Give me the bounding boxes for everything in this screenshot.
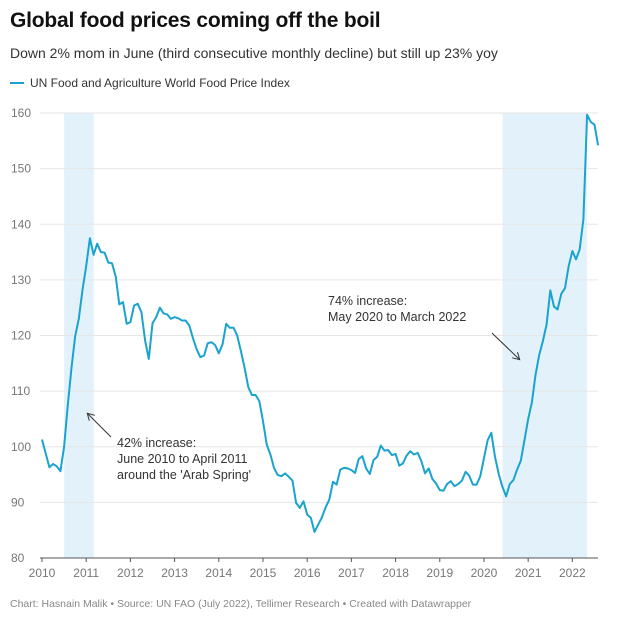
annotation-1-line: around the 'Arab Spring' <box>117 468 251 482</box>
x-tick-label: 2012 <box>117 566 144 580</box>
y-tick-label: 110 <box>11 384 30 398</box>
x-tick-label: 2016 <box>294 566 321 580</box>
x-tick-label: 2021 <box>515 566 542 580</box>
x-tick-label: 2010 <box>29 566 56 580</box>
x-tick-label: 2013 <box>161 566 188 580</box>
x-tick-label: 2014 <box>205 566 232 580</box>
legend: UN Food and Agriculture World Food Price… <box>10 76 290 90</box>
y-tick-label: 90 <box>11 495 25 509</box>
annotation-2-arrow <box>491 332 519 359</box>
annotations: 42% increase: June 2010 to April 2011 arou… <box>88 294 519 482</box>
annotation-1-line: 42% increase: <box>117 436 196 450</box>
annotation-2-line: 74% increase: <box>328 294 407 308</box>
series-layer <box>41 113 600 533</box>
x-axis-ticks: 2010 2011 2012 2013 2014 2015 2016 2017 2018 2019… <box>29 558 586 580</box>
series-line-0 <box>41 113 600 533</box>
y-tick-label: 120 <box>11 329 31 343</box>
x-tick-label: 2019 <box>426 566 453 580</box>
x-tick-label: 2015 <box>250 566 277 580</box>
annotation-1-line: June 2010 to April 2011 <box>117 452 247 466</box>
x-tick-label: 2022 <box>559 566 586 580</box>
x-tick-label: 2011 <box>73 566 99 580</box>
legend-label: UN Food and Agriculture World Food Price… <box>30 76 290 90</box>
legend-swatch <box>10 82 24 84</box>
x-tick-label: 2018 <box>382 566 409 580</box>
y-tick-label: 150 <box>11 162 31 176</box>
y-tick-label: 160 <box>11 106 31 120</box>
x-tick-label: 2017 <box>338 566 365 580</box>
chart-subtitle: Down 2% mom in June (third consecutive m… <box>10 45 498 61</box>
x-tick-label: 2020 <box>471 566 498 580</box>
y-tick-label: 100 <box>11 440 31 454</box>
annotation-1-arrow <box>88 414 112 438</box>
chart-footer: Chart: Hasnain Malik • Source: UN FAO (J… <box>10 598 472 610</box>
y-tick-label: 130 <box>11 273 31 287</box>
annotation-2-line: May 2020 to March 2022 <box>328 310 466 324</box>
chart-title: Global food prices coming off the boil <box>10 9 381 32</box>
gridlines <box>40 112 598 559</box>
y-tick-label: 80 <box>11 551 25 565</box>
y-axis-ticks: 80 90 100 110 120 130 140 150 160 <box>11 106 31 565</box>
y-tick-label: 140 <box>11 217 31 231</box>
